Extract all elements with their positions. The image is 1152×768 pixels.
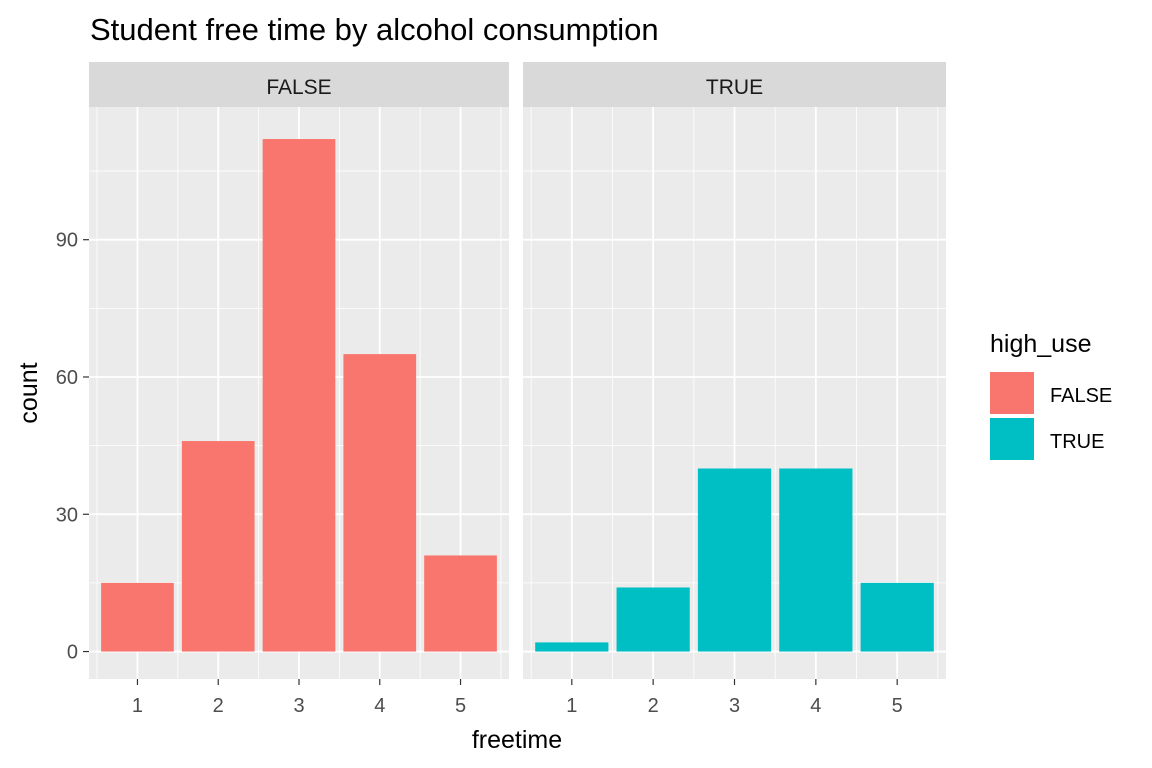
bar-false-5 [424, 555, 497, 652]
legend-key-false [990, 372, 1034, 414]
x-tick-label-true-1: 1 [566, 695, 577, 717]
facet-strip-false [89, 62, 509, 107]
facet-strip-true [523, 62, 946, 107]
legend-title: high_use [990, 330, 1091, 358]
chart-title: Student free time by alcohol consumption [90, 12, 659, 47]
y-tick-label-0: 0 [67, 642, 78, 664]
legend-label-true: TRUE [1050, 431, 1104, 453]
x-tick-label-true-3: 3 [729, 695, 740, 717]
y-axis-title: count [15, 362, 43, 423]
bar-true-1 [535, 642, 609, 652]
bar-false-2 [181, 441, 255, 652]
x-tick-label-true-4: 4 [810, 695, 821, 717]
x-axis-title: freetime [472, 726, 562, 754]
facet-strip-label-false: FALSE [266, 76, 331, 99]
facet-strip-label-true: TRUE [706, 76, 763, 99]
x-tick-label-false-5: 5 [455, 695, 466, 717]
bar-false-3 [262, 139, 336, 652]
bar-true-4 [779, 468, 853, 652]
y-tick-label-90: 90 [56, 230, 78, 252]
axes: 1 2 3 4 5 1 2 3 4 5 0 30 60 90 [56, 230, 903, 717]
bar-true-3 [697, 468, 772, 652]
y-tick-label-60: 60 [56, 367, 78, 389]
bars [101, 139, 934, 652]
bar-false-1 [101, 582, 174, 652]
x-tick-label-false-2: 2 [213, 695, 224, 717]
x-tick-label-false-3: 3 [293, 695, 304, 717]
x-tick-label-false-4: 4 [374, 695, 385, 717]
x-tick-label-true-5: 5 [892, 695, 903, 717]
bar-true-2 [616, 587, 690, 652]
x-tick-label-false-1: 1 [132, 695, 143, 717]
bar-true-5 [860, 582, 934, 652]
legend-label-false: FALSE [1050, 385, 1112, 407]
legend-key-true [990, 418, 1034, 460]
x-tick-label-true-2: 2 [648, 695, 659, 717]
bar-false-4 [343, 354, 417, 652]
y-tick-label-30: 30 [56, 504, 78, 526]
